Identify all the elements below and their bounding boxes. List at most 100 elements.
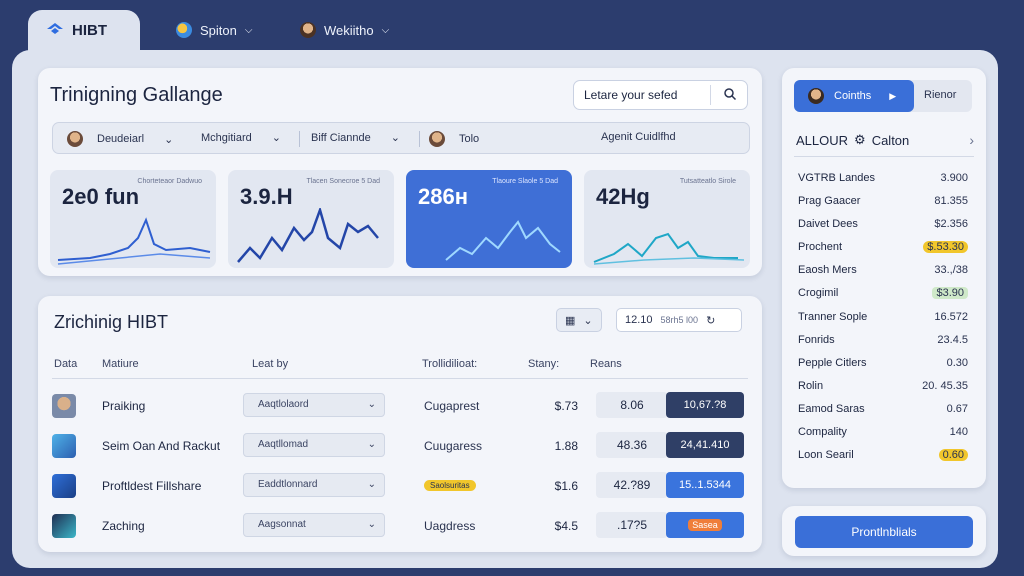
dropdown-value: Aagsonnat	[258, 519, 306, 530]
row-action-button[interactable]: 10,67.?8	[666, 392, 744, 418]
tab-coinths[interactable]: Coinths ▶	[794, 80, 914, 112]
nav-label: Spiton	[200, 22, 237, 38]
row-dropdown[interactable]: Aaqtlolaord ⌄	[243, 393, 385, 417]
list-item[interactable]: Crogimil $3.90	[798, 287, 968, 303]
refresh-icon[interactable]: ↻	[706, 314, 716, 327]
avatar	[429, 131, 445, 147]
brand-name: HIBT	[72, 22, 107, 39]
view-toggle-button[interactable]: ▦ ⌄	[556, 308, 602, 332]
dropdown-value: Aaqtllomad	[258, 439, 309, 450]
row-name: Praiking	[102, 399, 146, 413]
item-value: $.53.30	[923, 241, 968, 253]
avatar	[52, 394, 76, 418]
stat-caption: Tlacen Sonecroe 5 Dad	[306, 178, 380, 185]
list-item[interactable]: Loon Searil 0.60	[798, 449, 968, 465]
stat-card[interactable]: Tutsatteatlo Sirole 42Hg	[584, 170, 750, 268]
section-title: Zrichinig HIBT	[54, 312, 169, 332]
stat-card-active[interactable]: Tlaoure Slaole 5 Dad 286н	[406, 170, 572, 268]
item-value: 33.,/38	[934, 264, 968, 276]
divider	[299, 131, 300, 147]
chevron-right-icon[interactable]: ›	[969, 132, 974, 148]
filter-item-2[interactable]: Mchgitiard ⌄	[201, 131, 281, 145]
stat-value: 2e0 fun	[62, 184, 140, 209]
item-label: Pepple Citlers	[798, 357, 867, 369]
list-item[interactable]: Pepple Citlers 0.30	[798, 357, 968, 373]
item-value: 0.67	[946, 403, 968, 415]
filter-item-5[interactable]: Agenit Cuidlfhd	[601, 131, 676, 143]
item-label: Eamod Saras	[798, 403, 865, 415]
list-item[interactable]: VGTRB Landes 3.900	[798, 172, 968, 188]
stat-card[interactable]: Tlacen Sonecroe 5 Dad 3.9.H	[228, 170, 394, 268]
nav-item-spiton[interactable]: Spiton ⌵	[176, 22, 252, 38]
item-value: 20. 45.35	[922, 380, 968, 392]
avatar	[52, 514, 76, 538]
list-item[interactable]: Eaosh Mers 33.,/38	[798, 264, 968, 280]
row-metric: .17?5	[596, 512, 668, 538]
filter-label: Biff Ciannde	[311, 131, 371, 144]
list-item[interactable]: Eamod Saras 0.67	[798, 403, 968, 419]
dropdown-value: Eaddtlonnard	[258, 479, 318, 490]
item-label: VGTRB Landes	[798, 172, 876, 184]
dropdown-value: Aaqtlolaord	[258, 399, 309, 410]
avatar	[52, 474, 76, 498]
column-header[interactable]: Data	[54, 358, 78, 370]
column-header[interactable]: Stany:	[528, 358, 560, 370]
filter-label: Agenit Cuidlfhd	[601, 131, 676, 143]
chevron-down-icon: ⌄	[164, 133, 174, 146]
row-name: Proftldest Fillshare	[102, 479, 202, 493]
row-status: Cugaprest	[424, 399, 480, 413]
filter-item-3[interactable]: Biff Ciannde ⌄	[311, 131, 400, 145]
list-item[interactable]: Tranner Sople 16.572	[798, 311, 968, 327]
column-header[interactable]: Leat by	[252, 358, 289, 370]
column-header[interactable]: Reans	[590, 358, 622, 370]
list-item[interactable]: Rolin 20. 45.35	[798, 380, 968, 396]
page-title: Trinigning Gallange	[50, 84, 223, 106]
row-price: $4.5	[554, 519, 578, 533]
row-price: 1.88	[554, 439, 578, 453]
column-header[interactable]: Trollidilioat:	[422, 358, 478, 370]
row-action-button[interactable]: Sasea	[666, 512, 744, 538]
list-item[interactable]: Compality 140	[798, 426, 968, 442]
row-dropdown[interactable]: Aaqtllomad ⌄	[243, 433, 385, 457]
side-heading-suffix: Calton	[871, 132, 910, 148]
column-header[interactable]: Matiure	[102, 358, 139, 370]
filter-item-1[interactable]: Deudeiarl ⌄	[67, 131, 173, 147]
row-metric: 8.06	[596, 392, 668, 418]
filter-item-4[interactable]: Tolo	[429, 131, 479, 147]
row-action-button[interactable]: 24,41.410	[666, 432, 744, 458]
table-search-input[interactable]: 12.10 58rh5 l00 ↻	[616, 308, 742, 332]
item-value: 3.900	[940, 172, 968, 184]
row-dropdown[interactable]: Eaddtlonnard ⌄	[243, 473, 385, 497]
search-icon[interactable]	[723, 87, 737, 104]
table-row[interactable]: Zaching Aagsonnat ⌄ Uagdress $4.5 .17?5 S…	[52, 512, 752, 540]
tab-rienor[interactable]: Rienor	[924, 89, 957, 101]
item-value: 140	[949, 426, 968, 438]
table-row[interactable]: Seim Oan And Rackut Aaqtllomad ⌄ Cuugares…	[52, 432, 752, 460]
list-item[interactable]: Fonrids 23.4.5	[798, 334, 968, 350]
primary-action-button[interactable]: Prontlnblials	[795, 516, 973, 548]
brand-tab[interactable]: HIBT	[28, 10, 140, 60]
chevron-down-icon: ⌵	[244, 24, 253, 36]
list-item[interactable]: Daivet Dees $2.356	[798, 218, 968, 234]
avatar	[67, 131, 83, 147]
avatar	[52, 434, 76, 458]
chevron-down-icon: ⌄	[367, 399, 376, 410]
nav-item-user[interactable]: Wekiitho ⌵	[300, 22, 389, 38]
list-item[interactable]: Prochent $.53.30	[798, 241, 968, 257]
table-row[interactable]: Praiking Aaqtlolaord ⌄ Cugaprest $.73 8.0…	[52, 392, 752, 420]
list-item[interactable]: Prag Gaacer 81.355	[798, 195, 968, 211]
sparkline	[57, 217, 211, 265]
gear-icon: ⚙	[854, 132, 866, 147]
divider	[794, 156, 974, 157]
row-action-button[interactable]: 15..1.5344	[666, 472, 744, 498]
search-value: 12.10	[625, 314, 653, 326]
item-value: 81.355	[934, 195, 968, 207]
avatar	[300, 22, 316, 38]
chevron-down-icon: ⌄	[367, 519, 376, 530]
stat-card[interactable]: Chorteteaor Dadwuo 2e0 fun	[50, 170, 216, 268]
item-label: Prag Gaacer	[798, 195, 861, 207]
search-input[interactable]: Letare your sefed	[573, 80, 748, 110]
table-card: Zrichinig HIBT ▦ ⌄ 12.10 58rh5 l00 ↻ Dat…	[38, 296, 762, 552]
table-row[interactable]: Proftldest Fillshare Eaddtlonnard ⌄ Saols…	[52, 472, 752, 500]
row-dropdown[interactable]: Aagsonnat ⌄	[243, 513, 385, 537]
